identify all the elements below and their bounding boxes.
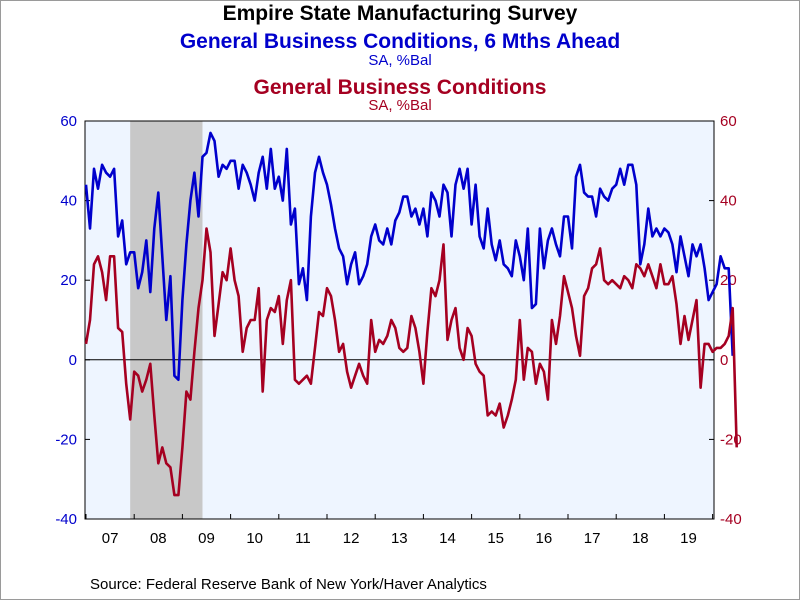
right-axis-tick-label: -40: [720, 511, 742, 528]
series1-units: SA, %Bal: [368, 52, 432, 69]
left-axis-tick-label: -20: [55, 431, 77, 448]
chart-title: Empire State Manufacturing Survey: [222, 2, 578, 25]
x-axis-tick-label: 09: [198, 530, 215, 547]
x-axis-tick-label: 19: [680, 530, 697, 547]
series2-units: SA, %Bal: [368, 97, 432, 114]
x-axis-tick-label: 18: [632, 530, 649, 547]
left-axis-tick-label: -40: [55, 511, 77, 528]
left-axis-tick-label: 0: [69, 352, 77, 369]
x-axis-tick-label: 11: [295, 530, 311, 547]
x-axis-tick-label: 08: [150, 530, 167, 547]
series-line-2: [84, 227, 738, 497]
right-axis-tick-label: 60: [720, 113, 737, 130]
left-axis-tick-label: 40: [60, 193, 77, 210]
plot-border: [84, 120, 715, 520]
x-axis-tick-label: 16: [536, 530, 553, 547]
right-axis-tick-label: -20: [720, 431, 742, 448]
series-line-1: [84, 131, 734, 382]
left-axis-tick-label: 20: [60, 272, 77, 289]
source-note: Source: Federal Reserve Bank of New York…: [90, 576, 487, 593]
series2-title: General Business Conditions: [253, 76, 547, 99]
right-axis-tick-label: 0: [720, 352, 728, 369]
left-axis-tick-label: 60: [60, 113, 77, 130]
x-axis-tick-label: 15: [487, 530, 504, 547]
right-axis-tick-label: 40: [720, 193, 737, 210]
x-axis-tick-label: 14: [439, 530, 456, 547]
x-axis-tick-label: 10: [246, 530, 263, 547]
x-axis-tick-label: 13: [391, 530, 408, 547]
x-axis-tick-label: 12: [343, 530, 360, 547]
x-axis-tick-label: 07: [102, 530, 119, 547]
series1-title: General Business Conditions, 6 Mths Ahea…: [179, 30, 621, 53]
x-axis-tick-label: 17: [584, 530, 601, 547]
